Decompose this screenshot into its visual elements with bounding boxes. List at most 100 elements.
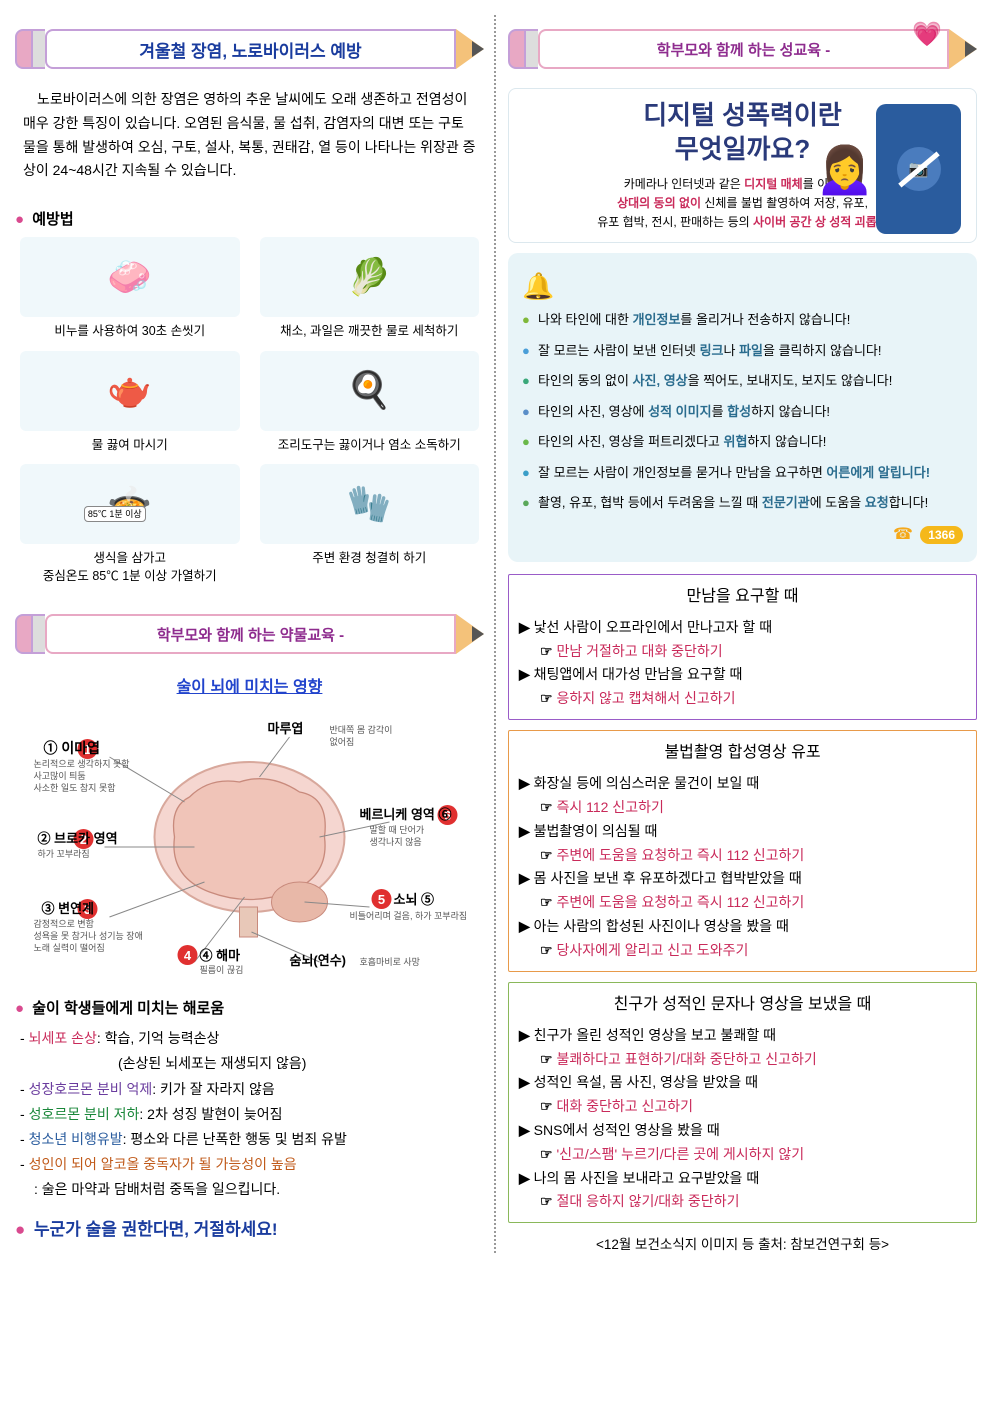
alcohol-brain-subtitle: 술이 뇌에 미치는 영향: [15, 673, 484, 697]
svg-text:반대쪽 몸 감각이: 반대쪽 몸 감각이: [330, 724, 393, 735]
pencil-eraser-icon: [15, 29, 33, 69]
prevention-icon: 🫖: [20, 351, 240, 431]
scenario-item: ▶ 화장실 등에 의심스러운 물건이 보일 때☞ 즉시 112 신고하기: [519, 772, 966, 820]
brain-diagram: 1 2 3 4 5 6 ① 이마엽 논리적으로 생각하지 못함 사고많이 틔둠 …: [15, 707, 484, 987]
svg-text:비틀어리며 걸음, 하가 꼬부라짐: 비틀어리며 걸음, 하가 꼬부라짐: [350, 911, 468, 921]
banner-norovirus-title: 겨울철 장염, 노로바이러스 예방: [45, 29, 456, 69]
svg-text:③ 변연계: ③ 변연계: [42, 901, 95, 916]
banner-norovirus: 겨울철 장염, 노로바이러스 예방: [15, 25, 484, 73]
page-root: 겨울철 장염, 노로바이러스 예방 노로바이러스에 의한 장염은 영하의 추운 …: [0, 0, 992, 1268]
heart-icon: 💗: [912, 20, 942, 49]
prevention-item: 🫖 물 끓여 마시기: [20, 351, 240, 455]
scenario-box: 불법촬영 합성영상 유포 ▶ 화장실 등에 의심스러운 물건이 보일 때☞ 즉시 …: [508, 730, 977, 972]
prevention-icon: 🧤: [260, 464, 480, 544]
harm-item: - 뇌세포 손상: 학습, 기억 능력손상(손상된 뇌세포는 재생되지 않음): [20, 1026, 479, 1076]
right-column: 학부모와 함께 하는 성교육 - 💗 📷 🙍‍♀️ 디지털 성폭력이란 무엇일까…: [494, 15, 977, 1253]
sub-hl: 디지털 매체: [744, 177, 803, 191]
svg-text:논리적으로 생각하지 못함: 논리적으로 생각하지 못함: [34, 758, 130, 769]
pledge-item: 잘 모르는 사람이 보낸 인터넷 링크나 파일을 클릭하지 않습니다!: [522, 341, 963, 361]
footer-source: <12월 보건소식지 이미지 등 출처: 참보건연구회 등>: [508, 1233, 977, 1253]
svg-text:4: 4: [184, 948, 192, 963]
banner-drug-title: 학부모와 함께 하는 약물교육 -: [45, 614, 456, 654]
prevention-caption: 조리도구는 끓이거나 염소 소독하기: [260, 437, 480, 455]
svg-text:성욕을 못 참거나 성기능 장애: 성욕을 못 참거나 성기능 장애: [34, 931, 143, 941]
pledge-item: 나와 타인에 대한 개인정보를 올리거나 전송하지 않습니다!: [522, 310, 963, 330]
svg-text:베르니케 영역 ⑥: 베르니케 영역 ⑥: [360, 807, 452, 822]
prevention-heading: ● 예방법: [15, 208, 484, 229]
svg-text:소뇌 ⑤: 소뇌 ⑤: [394, 892, 435, 907]
pledge-item: 타인의 동의 없이 사진, 영상을 찍어도, 보내지도, 보지도 않습니다!: [522, 371, 963, 391]
sub-hl: 사이버 공간 상 성적 괴롭힘: [753, 215, 888, 229]
pledge-list: 나와 타인에 대한 개인정보를 올리거나 전송하지 않습니다! 잘 모르는 사람이…: [522, 310, 963, 513]
prevention-item: 🍳 조리도구는 끓이거나 염소 소독하기: [260, 351, 480, 455]
pencil-band-icon: [33, 614, 45, 654]
svg-text:② 브로카 영역: ② 브로카 영역: [38, 831, 118, 846]
brain-label-1: ① 이마엽: [44, 740, 101, 756]
scenario-item: ▶ 몸 사진을 보낸 후 유포하겠다고 협박받았을 때☞ 주변에 도움을 요청하…: [519, 867, 966, 915]
harm-list: - 뇌세포 손상: 학습, 기억 능력손상(손상된 뇌세포는 재생되지 않음) …: [15, 1026, 484, 1202]
scenario-action: ☞ 주변에 도움을 요청하고 즉시 112 신고하기: [519, 891, 966, 915]
scenario-title: 만남을 요구할 때: [519, 583, 966, 610]
prevention-item: 🧤주변 환경 청결히 하기: [260, 464, 480, 585]
scenario-item: ▶ 친구가 올린 성적인 영상을 보고 불쾌할 때☞ 불쾌하다고 표현하기/대화…: [519, 1024, 966, 1072]
harm-heading: ● 술이 학생들에게 미치는 해로움: [15, 997, 484, 1018]
prevention-caption: 생식을 삼가고중심온도 85℃ 1분 이상 가열하기: [20, 550, 240, 585]
scenario-item: ▶ SNS에서 성적인 영상을 봤을 때☞ '신고/스팸' 누르기/다른 곳에 …: [519, 1119, 966, 1167]
harm-item: - 성장호르몬 분비 억제: 키가 잘 자라지 않음: [20, 1077, 479, 1102]
banner-sex-education: 학부모와 함께 하는 성교육 - 💗: [508, 25, 977, 73]
scenario-item: ▶ 나의 몸 사진을 보내라고 요구받았을 때☞ 절대 응하지 않기/대화 중단…: [519, 1167, 966, 1215]
pencil-band-icon: [526, 29, 538, 69]
pledge-box: 🔔 나와 타인에 대한 개인정보를 올리거나 전송하지 않습니다!잘 모르는 사…: [508, 253, 977, 562]
brain-svg: 1 2 3 4 5 6 ① 이마엽 논리적으로 생각하지 못함 사고많이 틔둠 …: [15, 707, 484, 987]
svg-text:사소한 일도 참지 못함: 사소한 일도 참지 못함: [34, 783, 116, 793]
svg-text:없어짐: 없어짐: [330, 737, 355, 747]
scenario-action: ☞ 불쾌하다고 표현하기/대화 중단하고 신고하기: [519, 1048, 966, 1072]
left-column: 겨울철 장염, 노로바이러스 예방 노로바이러스에 의한 장염은 영하의 추운 …: [15, 15, 484, 1253]
prevention-heading-text: 예방법: [32, 211, 73, 228]
prevention-icon: 🍳: [260, 351, 480, 431]
svg-text:노래 실력이 떨어짐: 노래 실력이 떨어짐: [34, 942, 105, 953]
scenario-action: ☞ 대화 중단하고 신고하기: [519, 1095, 966, 1119]
svg-text:생각나지 않음: 생각나지 않음: [370, 836, 422, 847]
scenario-title: 불법촬영 합성영상 유포: [519, 739, 966, 766]
prevention-icon: 🧼: [20, 237, 240, 317]
prevention-item: 🥬 채소, 과일은 깨끗한 물로 세척하기: [260, 237, 480, 341]
pencil-eraser-icon: [508, 29, 526, 69]
harm-heading-text: 술이 학생들에게 미치는 해로움: [32, 1000, 224, 1017]
warn-text: 누군가 술을 권한다면, 거절하세요!: [34, 1220, 278, 1239]
norovirus-intro: 노로바이러스에 의한 장염은 영하의 추운 날씨에도 오래 생존하고 전염성이 …: [15, 88, 484, 198]
digital-violence-banner: 📷 🙍‍♀️ 디지털 성폭력이란 무엇일까요? 카메라나 인터넷과 같은 디지털…: [508, 88, 977, 243]
prevention-caption: 채소, 과일은 깨끗한 물로 세척하기: [260, 323, 480, 341]
pencil-tip-icon: [456, 614, 484, 654]
pledge-item: 잘 모르는 사람이 개인정보를 묻거나 만남을 요구하면 어른에게 알립니다!: [522, 463, 963, 483]
pencil-eraser-icon: [15, 614, 33, 654]
pledge-item: 타인의 사진, 영상을 퍼트리겠다고 위협하지 않습니다!: [522, 432, 963, 452]
refuse-alcohol-warning: ● 누군가 술을 권한다면, 거절하세요!: [15, 1215, 484, 1240]
svg-text:하가 꼬부라짐: 하가 꼬부라짐: [38, 849, 90, 859]
svg-text:말할 때 단어가: 말할 때 단어가: [370, 824, 425, 835]
phone-icon: ☎: [893, 526, 913, 543]
scenario-item: ▶ 성적인 욕설, 몸 사진, 영상을 받았을 때☞ 대화 중단하고 신고하기: [519, 1071, 966, 1119]
prevention-item: 🧼비누를 사용하여 30초 손씻기: [20, 237, 240, 341]
scenario-box: 친구가 성적인 문자나 영상을 보냈을 때 ▶ 친구가 올린 성적인 영상을 보고…: [508, 982, 977, 1224]
prevention-icon: 🥬: [260, 237, 480, 317]
svg-text:5: 5: [378, 892, 385, 907]
scenario-box: 만남을 요구할 때▶ 낯선 사람이 오프라인에서 만나고자 할 때☞ 만남 거절…: [508, 574, 977, 720]
prevention-item: 🍲85℃ 1분 이상생식을 삼가고중심온도 85℃ 1분 이상 가열하기: [20, 464, 240, 585]
svg-text:④ 해마: ④ 해마: [200, 948, 241, 963]
svg-text:감정적으로 변함: 감정적으로 변함: [34, 918, 94, 929]
svg-text:숨뇌(연수): 숨뇌(연수): [290, 953, 347, 968]
pencil-tip-icon: [456, 29, 484, 69]
prevention-caption: 물 끓여 마시기: [20, 437, 240, 455]
scenario-action: ☞ 주변에 도움을 요청하고 즉시 112 신고하기: [519, 844, 966, 868]
banner-drug-education: 학부모와 함께 하는 약물교육 -: [15, 610, 484, 658]
scenario-title: 친구가 성적인 문자나 영상을 보냈을 때: [519, 991, 966, 1018]
sub-hl: 상대의 동의 없이: [617, 196, 704, 210]
hotline-row: ☎ 1366: [522, 524, 963, 544]
harm-item: - 성인이 되어 알코올 중독자가 될 가능성이 높음: 술은 마약과 담배처럼…: [20, 1152, 479, 1202]
scenario-action: ☞ 응하지 않고 캡쳐해서 신고하기: [519, 687, 966, 711]
camera-strike-icon: 📷: [897, 147, 941, 191]
harm-item: - 성호르몬 분비 저하: 2차 성징 발현이 늦어짐: [20, 1102, 479, 1127]
banner-sex-title: 학부모와 함께 하는 성교육 -: [538, 29, 949, 69]
svg-text:필름이 끊김: 필름이 끊김: [200, 964, 244, 975]
